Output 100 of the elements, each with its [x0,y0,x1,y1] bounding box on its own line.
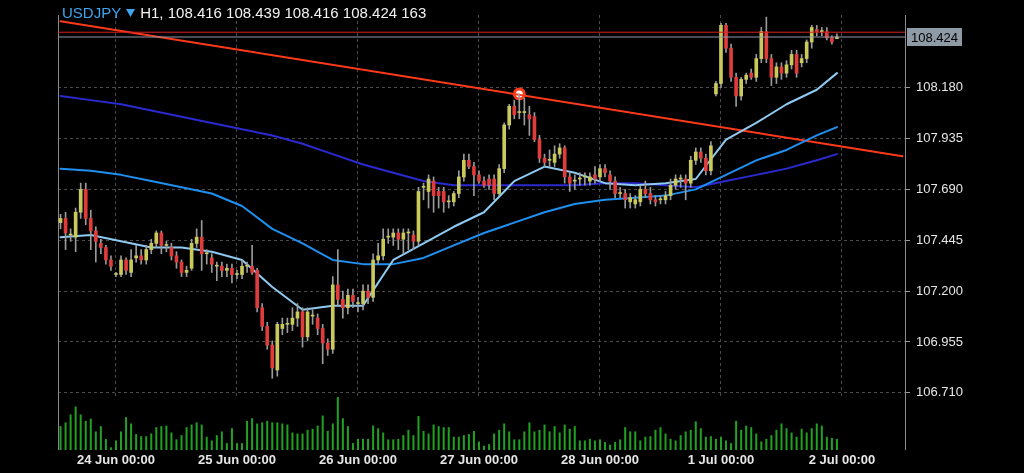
bar [553,426,556,450]
bar [241,443,244,450]
bar [830,437,833,450]
bar [160,426,163,450]
bar [800,428,803,450]
bar [341,418,344,450]
bar [745,425,748,450]
bar [689,429,692,450]
bar [709,436,712,450]
bar [402,435,405,450]
candlestick [618,186,622,199]
bar [614,442,617,450]
y-tick-label: 107.690 [916,180,963,196]
bar [815,423,818,450]
bar [750,427,753,450]
chart-title: USDJPY [62,4,122,21]
bar [407,429,410,450]
bar [150,433,153,450]
y-tick-label: 106.955 [916,333,963,349]
bar [200,424,203,450]
bar [155,427,158,450]
bar [437,426,440,450]
bar [563,424,566,450]
bar [417,416,420,450]
bar [760,441,763,450]
bar [604,442,607,450]
bar [573,426,576,450]
bar [825,436,828,450]
bar [508,431,511,450]
bar [311,428,314,450]
bar [170,432,173,450]
bar [578,440,581,450]
x-tick-label: 28 Jun 00:00 [560,452,639,468]
bar [387,439,390,450]
bar [442,427,445,450]
bar [185,427,188,450]
y-tick-label: 107.445 [916,231,963,247]
bar [503,423,506,450]
bar [99,426,102,450]
bar [513,439,516,450]
candlestick [225,263,229,277]
x-tick-label: 2 Jul 00:00 [808,452,876,468]
bar [180,435,183,450]
bar [114,440,117,450]
bar [321,415,324,450]
bar [412,435,415,450]
bar [719,436,722,450]
bar [780,423,783,450]
bar [740,429,743,450]
bar [679,435,682,450]
bar [533,431,536,450]
bar [805,432,808,450]
bar [649,436,652,450]
bar [291,432,294,450]
y-tick-label: 108.180 [916,79,963,95]
bar [467,434,470,450]
bar [528,422,531,450]
bar [568,428,571,450]
bar [195,422,198,450]
bar [74,406,77,450]
bar [543,424,546,450]
bar [694,421,697,450]
bar [301,433,304,450]
bar [261,422,264,450]
bar [477,441,480,450]
candlestick [134,245,138,263]
bar [820,425,823,450]
bar [84,420,87,450]
bar [135,434,138,450]
bar [316,425,319,450]
candlestick [214,261,219,282]
x-tick-label: 24 Jun 00:00 [76,452,155,468]
candlestick [204,249,209,265]
bar [835,438,838,450]
bar [462,435,465,450]
bar [230,428,233,450]
bar [331,423,334,450]
bar [326,430,329,450]
y-tick-label: 107.935 [916,130,963,146]
candlestick [517,93,522,120]
bar [558,432,561,450]
bar [215,435,218,450]
bar [452,436,455,450]
x-tick-label: 27 Jun 00:00 [439,452,518,468]
chart-subtitle: H1, 108.416 108.439 108.416 108.424 163 [140,4,427,21]
bar [457,436,460,450]
bar [346,426,349,450]
bar [266,420,269,450]
bar [588,438,591,450]
bar [523,431,526,450]
bar [498,429,501,450]
x-tick-label: 26 Jun 00:00 [318,452,397,468]
bar [120,431,123,450]
bar [609,444,612,450]
bar [725,440,728,450]
bar [755,433,758,450]
bar [432,424,435,450]
bar [251,418,254,450]
ref-line-label: 108.424 [911,29,958,45]
bar [518,439,521,450]
